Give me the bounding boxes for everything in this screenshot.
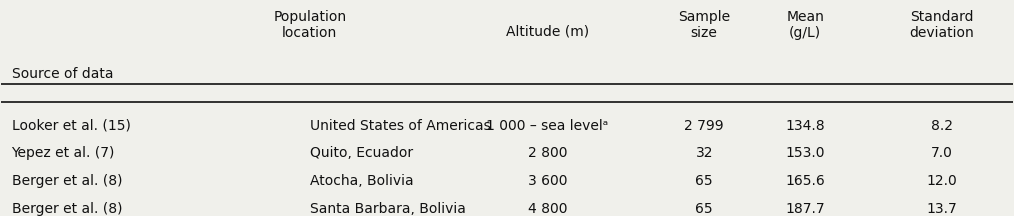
Text: 2 799: 2 799	[684, 119, 724, 133]
Text: 165.6: 165.6	[786, 174, 825, 188]
Text: Altitude (m): Altitude (m)	[506, 25, 589, 39]
Text: United States of Americas: United States of Americas	[310, 119, 491, 133]
Text: Mean
(g/L): Mean (g/L)	[787, 10, 824, 40]
Text: Population
location: Population location	[273, 10, 347, 40]
Text: 7.0: 7.0	[931, 146, 953, 160]
Text: Berger et al. (8): Berger et al. (8)	[11, 174, 122, 188]
Text: 134.8: 134.8	[786, 119, 825, 133]
Text: Quito, Ecuador: Quito, Ecuador	[310, 146, 413, 160]
Text: 8.2: 8.2	[931, 119, 953, 133]
Text: 4 800: 4 800	[527, 202, 567, 216]
Text: Yepez et al. (7): Yepez et al. (7)	[11, 146, 115, 160]
Text: 3 600: 3 600	[527, 174, 567, 188]
Text: 13.7: 13.7	[927, 202, 957, 216]
Text: 187.7: 187.7	[786, 202, 825, 216]
Text: 12.0: 12.0	[927, 174, 957, 188]
Text: Sample
size: Sample size	[678, 10, 730, 40]
Text: 153.0: 153.0	[786, 146, 825, 160]
Text: 2 800: 2 800	[527, 146, 567, 160]
Text: Looker et al. (15): Looker et al. (15)	[11, 119, 131, 133]
Text: Source of data: Source of data	[11, 67, 113, 81]
Text: Santa Barbara, Bolivia: Santa Barbara, Bolivia	[310, 202, 465, 216]
Text: Berger et al. (8): Berger et al. (8)	[11, 202, 122, 216]
Text: 32: 32	[696, 146, 713, 160]
Text: Standard
deviation: Standard deviation	[910, 10, 974, 40]
Text: Atocha, Bolivia: Atocha, Bolivia	[310, 174, 414, 188]
Text: 65: 65	[696, 202, 713, 216]
Text: 65: 65	[696, 174, 713, 188]
Text: 1 000 – sea levelᵃ: 1 000 – sea levelᵃ	[487, 119, 608, 133]
